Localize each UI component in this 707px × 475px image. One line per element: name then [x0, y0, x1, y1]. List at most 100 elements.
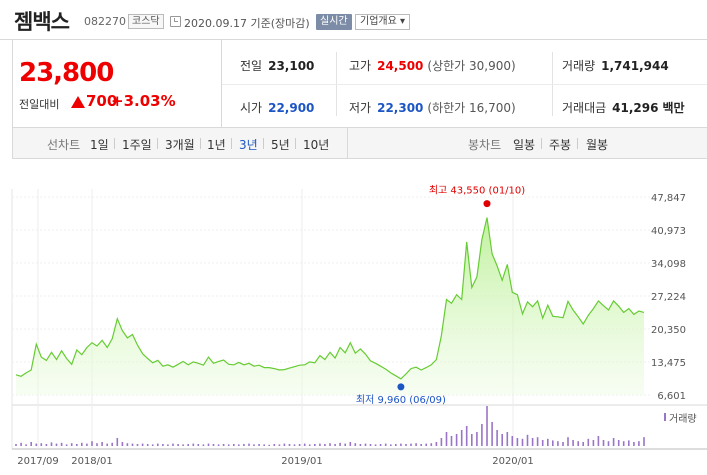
tab-3m[interactable]: 3개월 [165, 138, 195, 152]
volume-bar [70, 443, 73, 446]
volume-bar [121, 442, 124, 446]
volume-bar [617, 440, 620, 446]
company-overview-button[interactable]: 기업개요 ▾ [355, 14, 410, 30]
volume-bar [430, 443, 433, 446]
volume-bar [60, 442, 63, 446]
volume-bar [465, 426, 468, 446]
volume-bar [65, 444, 68, 446]
tab-weekly[interactable]: 주봉 [549, 138, 572, 152]
volume-bar [633, 442, 635, 446]
volume-bar [587, 438, 590, 446]
line-chart-label: 선차트 [47, 138, 81, 152]
volume-bar [243, 444, 245, 446]
volume-bar [308, 444, 311, 446]
x-tick-label: 2018/01 [71, 456, 113, 467]
volume-bar [506, 432, 509, 446]
volume-bar [86, 443, 88, 446]
volume-bar [354, 443, 357, 446]
y-tick-label: 47,847 [651, 193, 686, 204]
tab-5y[interactable]: 5년 [271, 138, 290, 152]
volume-bar [76, 444, 78, 446]
volume-bar [607, 441, 610, 446]
volume-bar [319, 443, 321, 446]
tab-1d[interactable]: 1일 [90, 138, 109, 152]
stat-label: 거래량 [562, 59, 596, 73]
volume-bar [40, 443, 43, 446]
volume-bar [420, 444, 422, 446]
stat-value: 24,500 [377, 59, 424, 73]
volume-bar [450, 436, 453, 446]
tab-separator [231, 138, 232, 149]
y-tick-label: 34,098 [651, 259, 686, 270]
volume-bar [222, 444, 225, 446]
stat-volume: 거래량 1,741,944 [562, 57, 669, 74]
volume-bar [344, 443, 346, 446]
upper-limit: (상한가 30,900) [427, 59, 516, 73]
volume-bar [91, 441, 93, 446]
volume-bar [552, 440, 554, 446]
y-tick-label: 6,601 [657, 391, 686, 402]
volume-bar [25, 444, 27, 446]
min-marker [397, 383, 405, 391]
volume-legend: 거래량 [669, 414, 697, 425]
volume-bar [602, 440, 605, 446]
change-percent: +3.03% [111, 92, 176, 110]
tab-1w[interactable]: 1주일 [122, 138, 152, 152]
x-tick-label: 2017/09 [17, 456, 59, 467]
volume-bar [212, 444, 215, 446]
volume-bar [390, 444, 392, 446]
volume-bar [516, 438, 519, 446]
volume-bar [547, 438, 549, 446]
volume-bar [440, 438, 443, 446]
stat-open: 시가 22,900 [240, 99, 314, 116]
volume-bar [233, 444, 235, 446]
volume-bar [379, 444, 382, 446]
volume-bar [30, 442, 32, 446]
volume-bar [273, 444, 276, 446]
volume-bar [582, 442, 584, 446]
volume-bar [50, 442, 53, 446]
tab-separator [263, 138, 264, 149]
volume-bar [106, 443, 108, 446]
volume-bar [577, 441, 579, 446]
min-annotation: 최저 9,960 (06/09) [356, 394, 446, 406]
volume-bar [622, 441, 625, 446]
volume-bar [405, 444, 407, 446]
volume-bar [329, 443, 331, 446]
volume-bar [395, 444, 397, 446]
volume-bar [541, 440, 544, 446]
volume-bar [126, 443, 129, 446]
volume-bar [435, 442, 438, 446]
price-chart[interactable]: 47,847 40,973 34,098 27,224 20,350 13,475 6,60… [0, 159, 707, 475]
volume-bar [597, 436, 600, 446]
tab-separator [541, 138, 542, 149]
stat-prev-close: 전일 23,100 [240, 57, 314, 74]
volume-bar [562, 442, 564, 446]
realtime-button[interactable]: 실시간 [316, 14, 352, 30]
volume-bar [283, 443, 286, 446]
tab-3y[interactable]: 3년 [239, 138, 258, 152]
x-tick-label: 2019/01 [281, 456, 323, 467]
tab-1y[interactable]: 1년 [207, 138, 226, 152]
volume-bar [111, 442, 113, 446]
volume-bar [314, 444, 316, 446]
tab-monthly[interactable]: 월봉 [586, 138, 609, 152]
volume-bar [567, 437, 569, 446]
volume-bar [400, 443, 402, 446]
volume-bar [55, 443, 58, 446]
tab-separator [114, 138, 115, 149]
volume-bar [238, 444, 240, 446]
volume-bar [496, 430, 498, 446]
amount-unit: 백만 [662, 101, 685, 115]
volume-bar [491, 422, 493, 446]
volume-bar [101, 442, 103, 446]
tab-daily[interactable]: 일봉 [513, 138, 536, 152]
volume-legend-swatch [664, 413, 666, 421]
stat-value: 22,300 [377, 101, 424, 115]
tab-separator [200, 138, 201, 149]
tab-10y[interactable]: 10년 [303, 138, 330, 152]
volume-bar [15, 444, 17, 446]
stat-low: 저가 22,300 (하한가 16,700) [349, 99, 516, 116]
stat-amount: 거래대금 41,296 백만 [562, 99, 685, 116]
max-marker [483, 200, 491, 208]
